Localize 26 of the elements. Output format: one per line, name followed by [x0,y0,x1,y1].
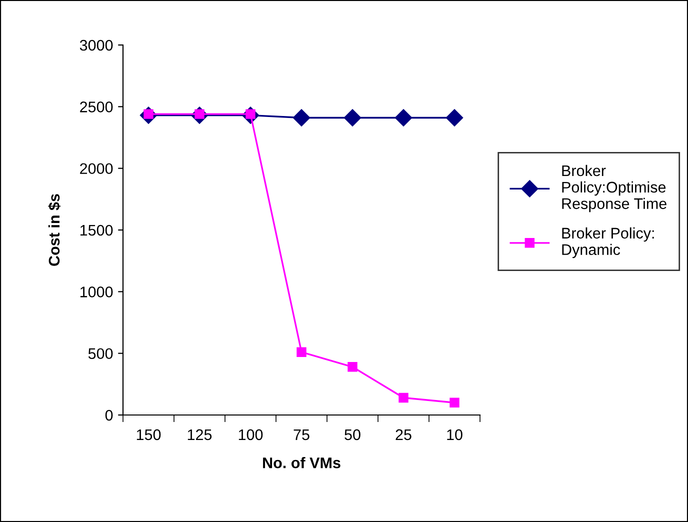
y-tick-label: 2500 [80,102,113,112]
x-tick-label: 50 [344,429,360,440]
x-tick-label: 10 [447,429,462,440]
point [344,109,362,126]
y-axis-title: Cost in $s [48,194,61,266]
y-tick-label: 500 [88,348,113,360]
point [450,398,460,408]
y-tick-label: 1000 [80,286,113,298]
x-tick-label: 125 [188,429,212,440]
x-tick-label: 75 [294,429,310,440]
y-tick-label: 2000 [80,163,113,174]
y-tick-label: 1500 [80,224,113,236]
x-tick-label: 100 [238,429,263,440]
legend-label: Broker Policy:Optimise Response Time [562,164,666,212]
legend-label: Broker Policy: Dynamic [562,227,654,258]
x-tick-label: 150 [136,429,161,440]
point [446,109,464,126]
point [398,392,408,403]
y-tick-label: 0 [105,410,113,421]
point [394,109,412,126]
x-tick-label: 25 [396,429,412,440]
point [296,347,306,357]
point [292,109,310,126]
x-axis-title: No. of VMs [263,457,340,468]
point [348,362,358,372]
y-tick-label: 3000 [80,40,113,51]
